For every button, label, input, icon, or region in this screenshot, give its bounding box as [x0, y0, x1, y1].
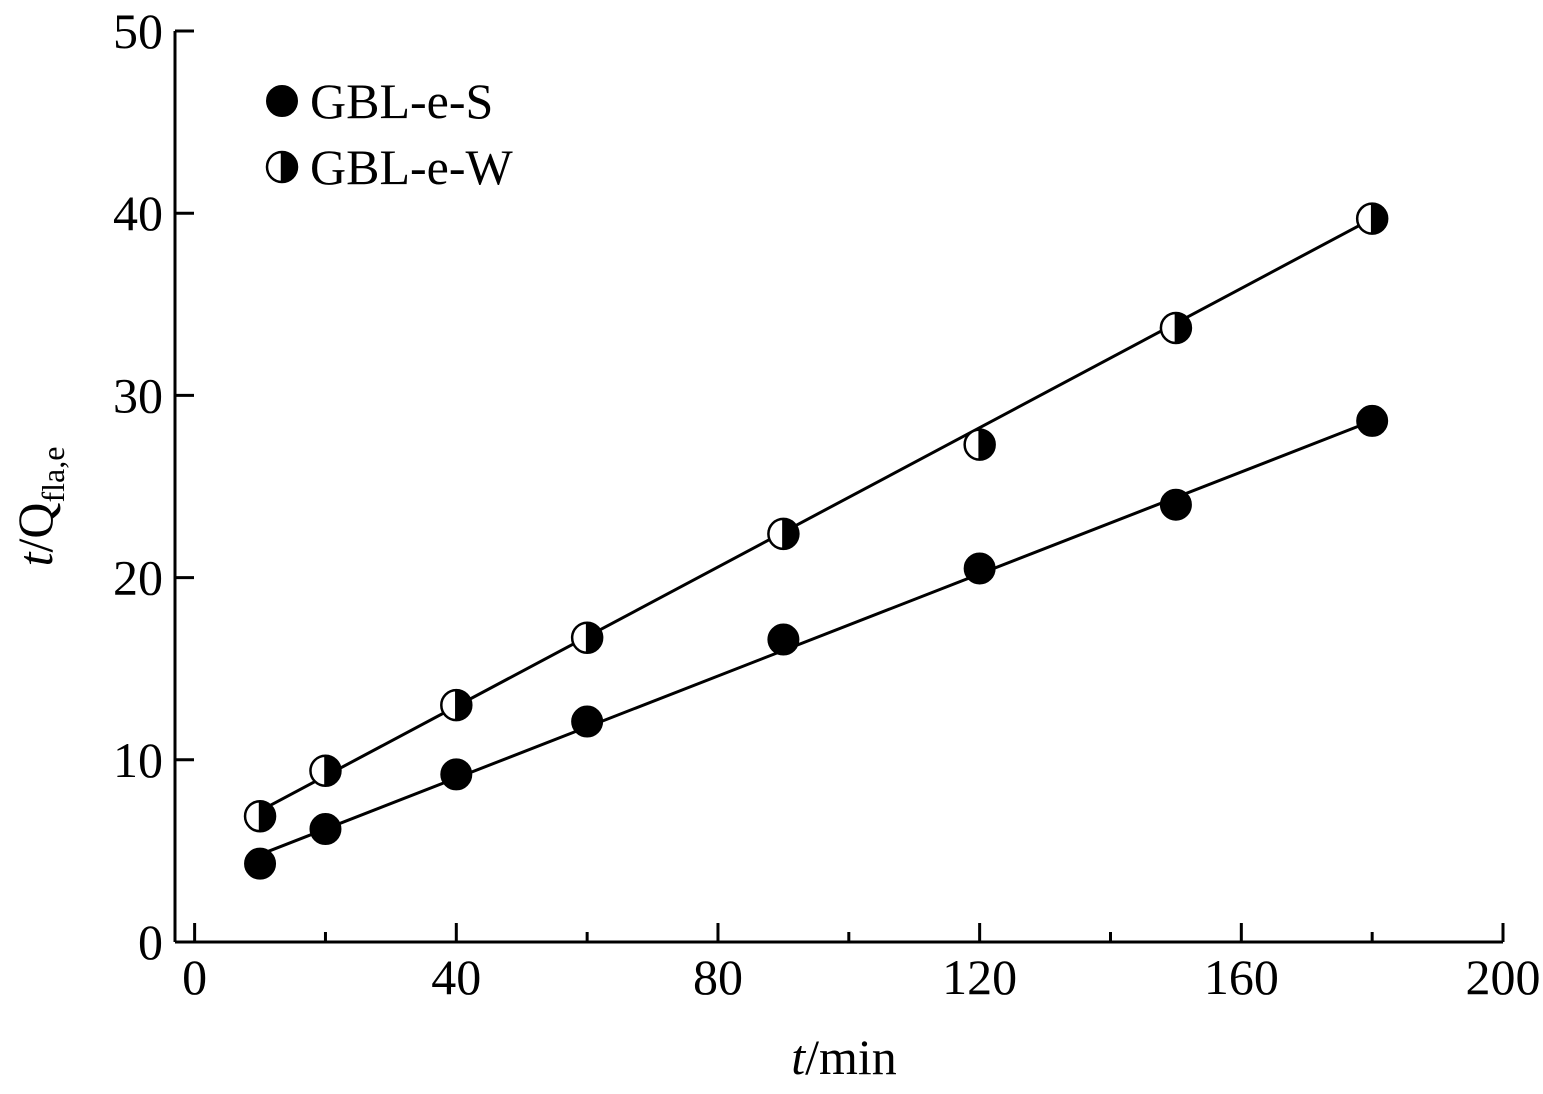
x-tick-label: 0: [182, 949, 207, 1005]
point-gbl-e-w: [1355, 202, 1389, 235]
fit-lines: [259, 217, 1373, 856]
y-axis-label-italic: t: [7, 551, 63, 566]
point-gbl-e-s: [571, 705, 604, 738]
legend-marker-gbl-e-s: [266, 85, 298, 117]
y-tick-label: 40: [113, 185, 163, 241]
legend-marker-gbl-e-w: [265, 150, 299, 184]
x-tick-label: 160: [1204, 949, 1279, 1005]
x-axis-label-italic: t: [791, 1029, 806, 1085]
x-tick-label: 120: [942, 949, 1017, 1005]
legend-label-gbl-e-s: GBL-e-S: [310, 73, 493, 129]
x-tick-label: 200: [1466, 949, 1541, 1005]
y-axis-label-subscript: fla,e: [35, 447, 71, 503]
point-gbl-e-s: [767, 623, 800, 656]
y-tick-label: 20: [113, 550, 163, 606]
point-gbl-e-w: [570, 621, 604, 654]
y-axis-label: t/Qfla,e: [7, 447, 71, 567]
y-tick-label: 10: [113, 732, 163, 788]
axes: 0 10 20 30 40 50 0 40 80 120 160 200: [113, 3, 1541, 1005]
legend-label-gbl-e-w: GBL-e-W: [310, 139, 513, 195]
fit-line-gbl-e-w: [259, 217, 1373, 813]
legend: GBL-e-S GBL-e-W: [265, 73, 513, 195]
point-gbl-e-w: [243, 800, 277, 833]
y-axis-label-rest: /Q: [7, 503, 63, 553]
x-tick-label: 80: [693, 949, 743, 1005]
x-axis-label: t/min: [791, 1029, 897, 1085]
x-tick-label: 40: [431, 949, 481, 1005]
y-tick-label: 0: [138, 914, 163, 970]
data-points: [243, 202, 1389, 880]
point-gbl-e-w: [309, 754, 342, 787]
point-gbl-e-s: [963, 552, 996, 585]
point-gbl-e-w: [440, 688, 473, 722]
x-axis-label-rest: /min: [805, 1029, 897, 1085]
y-tick-label: 30: [113, 367, 163, 423]
point-gbl-e-w: [1159, 311, 1193, 345]
point-gbl-e-w: [963, 428, 996, 461]
point-gbl-e-w: [767, 517, 800, 551]
point-gbl-e-s: [440, 758, 473, 791]
point-gbl-e-s: [309, 813, 342, 846]
point-gbl-e-s: [1159, 488, 1192, 521]
point-gbl-e-s: [244, 847, 277, 880]
fit-line-gbl-e-s: [259, 419, 1373, 856]
y-tick-label: 50: [113, 3, 163, 59]
point-gbl-e-s: [1356, 404, 1389, 437]
